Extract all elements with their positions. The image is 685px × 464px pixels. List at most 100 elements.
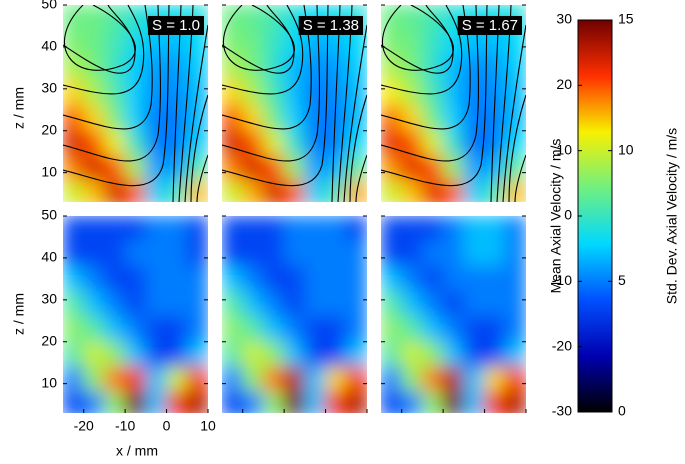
heatmap-cell <box>401 5 423 31</box>
heatmap-cell <box>401 180 423 202</box>
heatmap-cell <box>504 316 526 343</box>
panel: S = 1.38 <box>222 5 367 202</box>
heatmap-cell <box>463 79 486 107</box>
heatmap-cell <box>83 316 105 343</box>
x-tick-label: 10 <box>200 418 216 434</box>
heatmap-cell <box>381 341 403 368</box>
heatmap-cell <box>283 130 306 157</box>
heatmap-cell <box>401 290 423 318</box>
panel: S = 1.0 <box>63 5 208 202</box>
heatmap-cell <box>145 290 168 318</box>
heatmap-cell <box>325 155 347 182</box>
heatmap-cell <box>124 240 147 267</box>
heatmap-cell <box>401 341 423 368</box>
panels: S = 1.0 10 20 30 40 50 S = 1.38 S = 1.67 10 20 30 4… <box>41 0 527 434</box>
heatmap-cell <box>504 130 526 157</box>
heatmap-cell <box>242 105 264 132</box>
heatmap-cell <box>484 391 506 413</box>
heatmap-cell <box>304 341 327 368</box>
y-tick-label: 10 <box>41 374 57 390</box>
heatmap-cell <box>83 341 105 368</box>
heatmap-cell <box>145 180 168 202</box>
heatmap-cell <box>283 265 306 292</box>
heatmap-cell <box>304 54 327 81</box>
colorbar-label: Std. Dev. Axial Velocity / m/s <box>664 128 680 304</box>
y-tick-label: 10 <box>41 163 57 179</box>
heatmap-cell <box>242 240 264 267</box>
heatmap-cell <box>325 180 347 202</box>
heatmap-cell <box>63 29 85 56</box>
heatmap-cell <box>222 316 244 343</box>
heatmap-cell <box>421 5 444 31</box>
heatmap-cell <box>222 54 244 81</box>
heatmap-cell <box>145 216 168 242</box>
heatmap-cell <box>283 316 306 343</box>
heatmap-cell <box>83 130 105 157</box>
heatmap-cell <box>63 5 85 31</box>
heatmap-cell <box>304 290 327 318</box>
heatmap-cell <box>442 216 465 242</box>
heatmap-cell <box>186 290 208 318</box>
heatmap-cell <box>166 341 188 368</box>
y-tick-label: 50 <box>41 207 57 223</box>
heatmap-cell <box>145 79 168 107</box>
title-box <box>457 15 522 35</box>
heatmap-cell <box>242 341 264 368</box>
heatmap-cell <box>381 265 403 292</box>
heatmap-cell <box>421 155 444 182</box>
heatmap-cell <box>504 366 526 393</box>
heatmap-cell <box>186 54 208 81</box>
colorbar-tick-label: -10 <box>552 272 572 288</box>
colorbar-tick-label: 15 <box>618 11 634 27</box>
heatmap-cell <box>504 54 526 81</box>
heatmap-cell <box>242 366 264 393</box>
heatmap-cell <box>401 265 423 292</box>
heatmap-cell <box>401 391 423 413</box>
heatmap-cell <box>186 240 208 267</box>
heatmap-cell <box>103 240 126 267</box>
heatmap-cell <box>484 216 506 242</box>
heatmap-cell <box>262 316 285 343</box>
heatmap-cell <box>442 391 465 413</box>
heatmap-cell <box>484 341 506 368</box>
heatmap-cell <box>283 155 306 182</box>
x-axis-label: x / mm <box>116 443 158 459</box>
heatmap-cell <box>222 265 244 292</box>
heatmap-cell <box>442 29 465 56</box>
heatmap-cells <box>381 216 526 413</box>
heatmap-cell <box>124 5 147 31</box>
heatmap-cell <box>401 366 423 393</box>
x-tick-label: 0 <box>163 418 171 434</box>
heatmap-cells <box>222 216 367 413</box>
heatmap-cell <box>262 265 285 292</box>
heatmap-cell <box>186 391 208 413</box>
heatmap-cell <box>242 265 264 292</box>
heatmap-cell <box>63 130 85 157</box>
heatmap-cell <box>166 240 188 267</box>
heatmap-cell <box>442 79 465 107</box>
heatmap-cell <box>103 180 126 202</box>
heatmap-cell <box>381 391 403 413</box>
heatmap-cell <box>442 130 465 157</box>
heatmap-cell <box>166 316 188 343</box>
heatmap-cell <box>381 130 403 157</box>
heatmap-cell <box>166 216 188 242</box>
heatmap-cell <box>504 105 526 132</box>
heatmap-cell <box>325 29 347 56</box>
heatmap-cell <box>463 130 486 157</box>
heatmap-cell <box>304 216 327 242</box>
heatmap-cell <box>186 130 208 157</box>
heatmap-cell <box>381 290 403 318</box>
y-axis-label: z / mm <box>11 87 27 129</box>
heatmap-cell <box>242 316 264 343</box>
heatmap-cell <box>325 105 347 132</box>
heatmap-cell <box>222 240 244 267</box>
heatmap-cell <box>463 105 486 132</box>
panel <box>222 216 367 413</box>
heatmap-cell <box>381 240 403 267</box>
colorbar-label: Mean Axial Velocity / m/s <box>548 139 564 294</box>
heatmap-cell <box>186 216 208 242</box>
heatmap-cell <box>381 79 403 107</box>
heatmap-cell <box>463 316 486 343</box>
title-box <box>148 15 204 35</box>
